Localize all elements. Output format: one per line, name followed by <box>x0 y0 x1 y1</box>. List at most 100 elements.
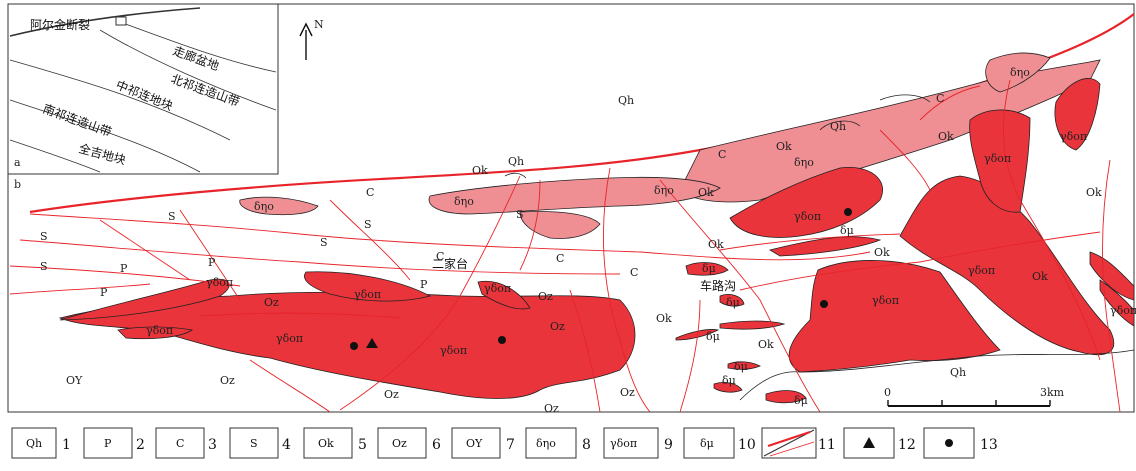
fault-line <box>179 209 241 301</box>
unit-label-dm: δμ <box>840 224 854 237</box>
intrusion-gdop <box>768 236 882 257</box>
unit-label-gdop: γδοπ <box>206 276 233 289</box>
unit-label-gdop: γδοπ <box>1060 130 1087 143</box>
fault-line <box>9 265 241 287</box>
unit-label-gdop: γδοπ <box>984 152 1011 165</box>
unit-label-p: P <box>420 278 428 291</box>
legend-symbol: C <box>176 437 184 450</box>
qh-outcrop <box>504 172 527 179</box>
fault-line <box>569 289 601 413</box>
qh-outcrop <box>819 120 861 131</box>
unit-label-dmo: δηο <box>454 195 474 208</box>
fault-line <box>99 219 191 281</box>
fault-line <box>679 299 701 413</box>
legend-symbol: Oz <box>392 437 407 450</box>
place-name-chelugou: 车路沟 <box>700 278 736 293</box>
unit-label-c: C <box>630 266 638 279</box>
intrusion-dmo <box>679 59 1101 203</box>
unit-label-c: C <box>436 250 444 263</box>
unit-label-qh: Qh <box>830 120 846 133</box>
unit-label-oz: Oz <box>544 402 559 415</box>
qh-outcrop <box>879 94 931 103</box>
legend-symbol: P <box>104 437 112 450</box>
panel-label-a: a <box>14 156 21 169</box>
inset-boundary-line <box>9 139 101 173</box>
unit-label-p: P <box>208 256 216 269</box>
study-area-marker <box>115 16 127 26</box>
fault-network <box>9 79 1121 413</box>
legend-number: 1 <box>62 437 71 453</box>
unit-label-s: S <box>40 260 48 273</box>
unit-label-s: S <box>516 208 524 221</box>
unit-label-dmo: δηο <box>1010 66 1030 79</box>
legend-number: 7 <box>506 437 515 453</box>
unit-label-c: C <box>556 252 564 265</box>
legend-symbol: Ok <box>318 437 334 450</box>
sample-dot <box>498 336 506 344</box>
legend-fault-minor-icon <box>769 441 815 457</box>
legend-number: 11 <box>818 437 836 453</box>
legend-number: 13 <box>980 437 998 453</box>
place-name-erjiatai: 二家台 <box>432 256 468 271</box>
legend-number: 2 <box>136 437 145 453</box>
unit-label-qh: Qh <box>950 366 966 379</box>
unit-label-s: S <box>168 210 176 223</box>
unit-label-ok: Ok <box>938 130 954 143</box>
unit-label-oz: Oz <box>550 320 565 333</box>
fault-line <box>29 213 871 261</box>
intrusion-gdop <box>117 326 194 340</box>
sample-dot <box>844 208 852 216</box>
unit-label-gdop: γδοπ <box>794 210 821 223</box>
legend-symbol: OY <box>466 437 483 450</box>
intrusion-dm <box>719 294 745 307</box>
legend: Qh 1 P 2 C 3 S 4 Ok 5 Oz 6 <box>11 427 998 459</box>
unit-label-s: S <box>320 236 328 249</box>
unit-label-ok: Ok <box>698 186 714 199</box>
legend-number: 10 <box>738 437 756 453</box>
legend-item-p: P 2 <box>83 427 145 459</box>
intrusion-gdop <box>969 109 1031 213</box>
legend-item-triangle: 12 <box>843 427 916 459</box>
legend-symbol: δμ <box>700 437 714 450</box>
scale-zero: 0 <box>884 386 891 399</box>
intrusion-dm <box>719 320 786 330</box>
inset-boundary-line <box>9 7 201 37</box>
unit-label-gdop: γδοπ <box>440 344 467 357</box>
unit-label-c: C <box>936 92 944 105</box>
fault-line <box>602 167 651 413</box>
fault-line <box>329 199 411 281</box>
unit-label-ok: Ok <box>472 164 488 177</box>
legend-fault-major-icon <box>767 430 811 448</box>
fault-line <box>659 179 821 413</box>
intrusion-gdop <box>729 166 883 238</box>
unit-label-s: S <box>364 218 372 231</box>
qh-boundary <box>739 349 1135 401</box>
unit-label-p: P <box>120 262 128 275</box>
unit-label-c: C <box>718 148 726 161</box>
legend-symbol: δηο <box>536 437 556 450</box>
legend-symbol: Qh <box>26 437 42 450</box>
legend-number: 12 <box>898 437 916 453</box>
unit-label-dm: δμ <box>706 330 720 343</box>
fault-line <box>919 85 981 121</box>
unit-label-gdop: γδοπ <box>1110 304 1136 317</box>
intrusion-gdop <box>1089 251 1135 301</box>
north-label: N <box>314 18 324 31</box>
fault-line <box>739 231 1101 291</box>
intrusion-gdop <box>304 271 432 302</box>
intrusion-gdop <box>58 291 636 399</box>
unit-label-dm: δμ <box>726 296 740 309</box>
intrusion-gdop <box>899 175 1115 356</box>
legend-symbol: S <box>250 437 258 450</box>
legend-item-c: C 3 <box>155 427 217 459</box>
unit-label-ok: Ok <box>708 238 724 251</box>
fault-line <box>879 129 931 191</box>
fault-line <box>519 179 541 271</box>
unit-label-gdop: γδοπ <box>276 332 303 345</box>
legend-number: 9 <box>664 437 673 453</box>
intrusion-dm <box>727 361 761 370</box>
legend-item-dmo: δηο 8 <box>525 427 591 459</box>
unit-label-qh: Qh <box>618 94 634 107</box>
unit-label-dmo: δηο <box>794 156 814 169</box>
